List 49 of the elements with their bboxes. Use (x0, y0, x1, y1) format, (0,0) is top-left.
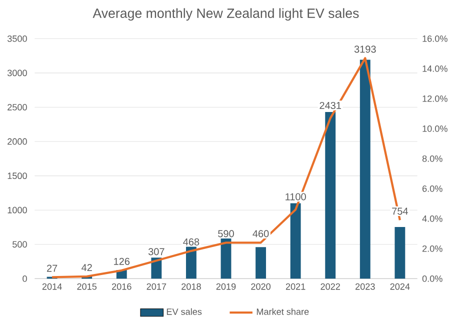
bar (360, 60, 370, 279)
legend-label: EV sales (166, 308, 202, 315)
y2-tick-label: 12.0% (422, 95, 448, 102)
y-tick-label: 500 (12, 241, 27, 248)
y-tick-label: 2500 (8, 104, 27, 110)
data-label: 42 (82, 264, 92, 271)
legend-label: Market share (256, 308, 309, 315)
data-label: 468 (183, 238, 200, 246)
x-tick-label: 2014 (42, 283, 62, 290)
data-label: 3193 (354, 46, 376, 53)
y-tick-label: 2000 (8, 138, 27, 145)
y2-tick-label: 2.0% (422, 245, 442, 252)
x-tick-label: 2016 (112, 283, 132, 290)
data-label: 27 (47, 264, 58, 272)
data-label: 1100 (286, 193, 306, 200)
y2-tick-label: 4.0% (422, 215, 442, 222)
data-label: 307 (148, 248, 164, 256)
bar (290, 203, 301, 279)
y2-tick-label: 0.0% (422, 275, 442, 282)
data-label: 2431 (320, 102, 341, 110)
x-tick-label: 2018 (182, 283, 201, 290)
bar (220, 238, 232, 279)
y-tick-label: 0 (22, 275, 27, 282)
data-label: 754 (392, 208, 408, 215)
x-tick-label: 2015 (77, 283, 97, 290)
chart-title: Average monthly New Zealand light EV sales (92, 8, 359, 21)
y2-tick-label: 8.0% (422, 155, 442, 162)
x-tick-label: 2024 (390, 283, 410, 290)
bar (256, 247, 266, 279)
bar (151, 258, 162, 279)
y-tick-label: 1500 (8, 172, 27, 180)
bar (394, 226, 406, 279)
x-tick-label: 2017 (146, 283, 166, 290)
bar (325, 112, 336, 279)
data-label: 590 (218, 230, 234, 238)
x-tick-label: 2019 (216, 283, 236, 290)
x-tick-label: 2022 (320, 283, 340, 290)
y-tick-label: 3000 (7, 70, 27, 76)
y2-tick-label: 10.0% (422, 125, 448, 132)
y2-tick-label: 6.0% (422, 185, 442, 192)
y2-tick-label: 14.0% (422, 65, 448, 72)
y-tick-label: 3500 (7, 35, 27, 42)
x-tick-label: 2023 (356, 283, 375, 290)
x-tick-label: 2021 (286, 283, 306, 290)
x-tick-label: 2020 (251, 283, 271, 290)
data-label: 460 (252, 230, 269, 238)
y-tick-label: 1000 (8, 206, 27, 214)
data-label: 126 (114, 258, 130, 265)
y2-tick-label: 16.0% (422, 35, 448, 42)
